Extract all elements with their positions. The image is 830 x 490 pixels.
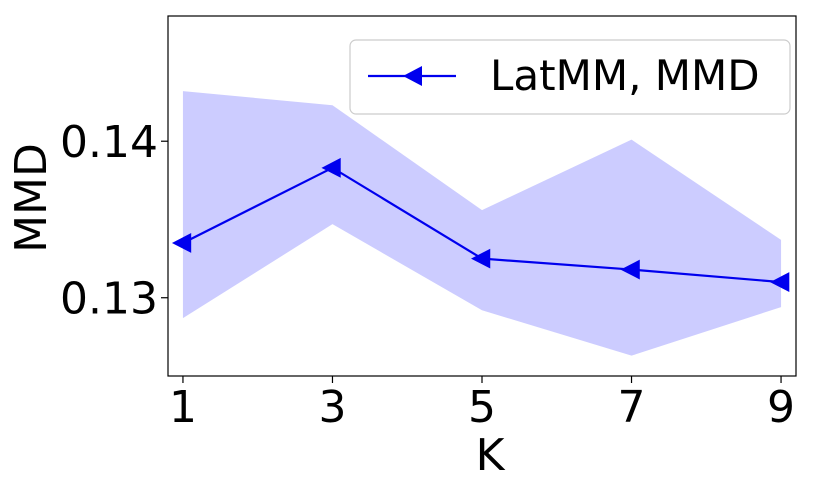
legend-marker-swatch bbox=[403, 66, 422, 86]
legend-box bbox=[349, 39, 791, 115]
x-tick-label: 9 bbox=[767, 382, 795, 433]
data-point-marker bbox=[471, 248, 491, 269]
data-point-marker bbox=[171, 233, 192, 253]
y-axis-ticks: 0.13 0.14 bbox=[60, 117, 168, 325]
x-tick-label: 7 bbox=[618, 382, 646, 433]
legend: LatMM, MMD bbox=[349, 39, 791, 115]
x-axis-label: K bbox=[476, 430, 506, 481]
confidence-band-layer bbox=[182, 91, 782, 356]
x-axis-ticks: 1 3 5 7 9 bbox=[169, 376, 795, 433]
data-point-marker bbox=[620, 259, 640, 280]
data-point-marker bbox=[770, 272, 790, 292]
legend-label: LatMM, MMD bbox=[490, 51, 760, 100]
y-tick-label: 0.13 bbox=[60, 274, 158, 325]
x-tick-label: 5 bbox=[468, 382, 496, 433]
data-point-marker bbox=[321, 157, 341, 178]
y-tick-label: 0.14 bbox=[60, 117, 158, 168]
x-tick-label: 1 bbox=[169, 382, 197, 433]
x-tick-label: 3 bbox=[318, 382, 346, 433]
series-marker-layer bbox=[171, 157, 790, 292]
confidence-band bbox=[182, 91, 782, 356]
y-axis-label: MMD bbox=[6, 143, 57, 253]
